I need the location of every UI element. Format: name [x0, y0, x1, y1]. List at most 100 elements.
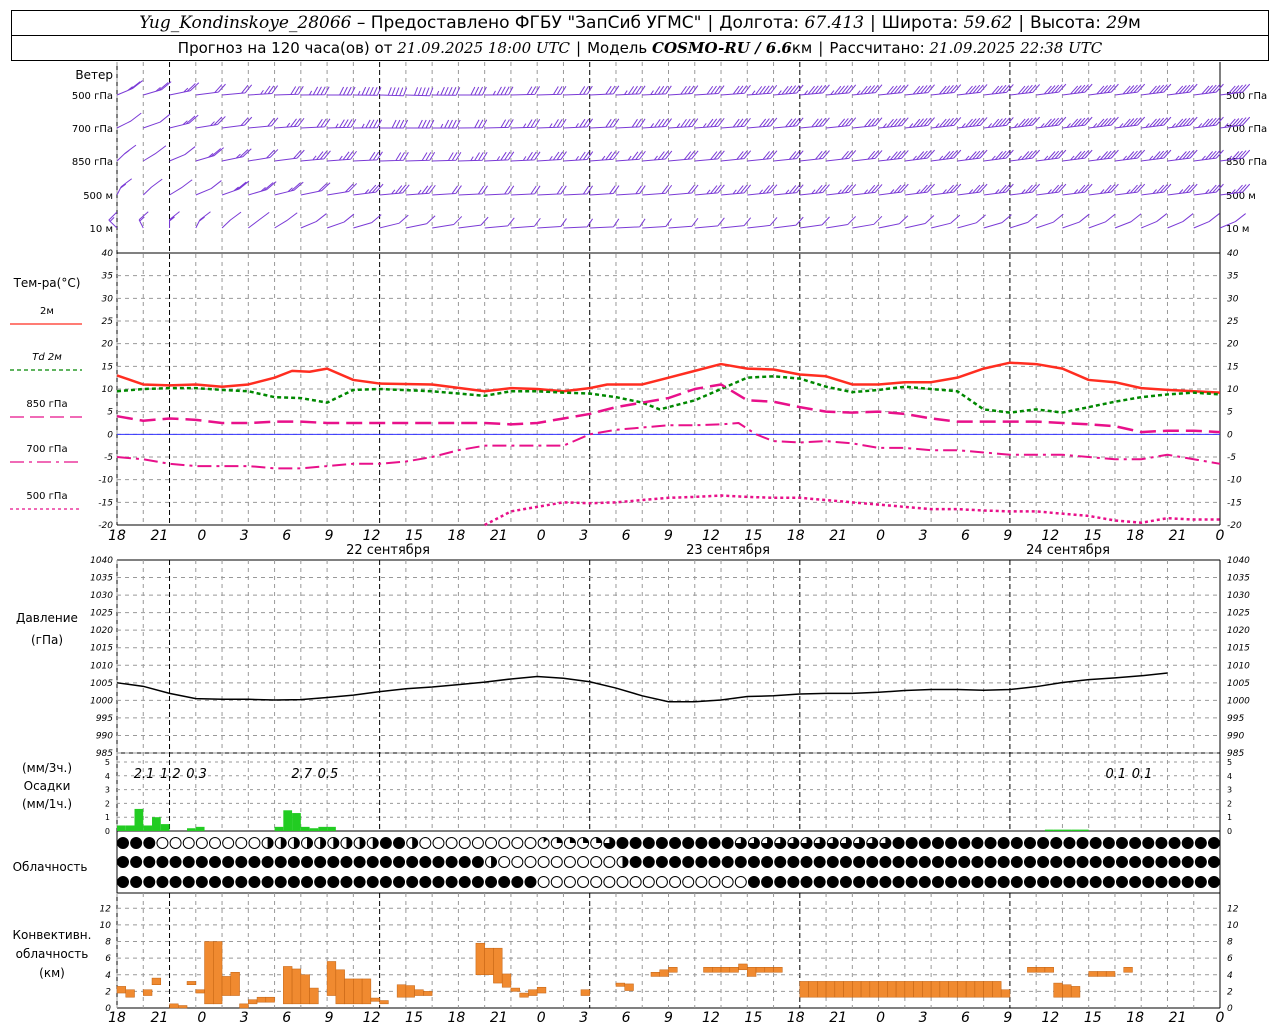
convective-bar: [519, 992, 529, 998]
wind-barb: [221, 211, 242, 229]
precip-bar: [274, 826, 284, 831]
precip-bar: [187, 828, 196, 831]
x-tick-label-bottom: 0: [537, 1010, 546, 1024]
pressure-title: Давление: [16, 611, 78, 625]
cloud-symbol: [1050, 856, 1063, 868]
precip-bar: [327, 826, 336, 831]
wind-barb: [1062, 116, 1093, 129]
cloud-fill: [945, 876, 957, 888]
wind-barb: [931, 84, 962, 96]
convective-bar: [1088, 971, 1098, 977]
conv-ytick-right: 10: [1227, 921, 1239, 931]
convective-bar: [501, 973, 512, 988]
wind-barb: [589, 218, 620, 229]
cloud-symbol: [747, 856, 760, 868]
wind-barb: [353, 183, 384, 196]
x-tick-label-bottom: 6: [622, 1010, 631, 1024]
cloud-fill: [906, 837, 918, 849]
wind-barb: [1088, 83, 1119, 96]
cloud-symbol: [892, 876, 905, 888]
cloud-fill: [945, 856, 957, 868]
wind-barb: [248, 117, 279, 129]
cloud-circle: [248, 837, 261, 849]
pressure-panel: 1040 1040 1035 1035 1030 1030 1025 1025 1020 1020…: [16, 556, 1250, 759]
cloud-symbol: [1155, 876, 1168, 888]
wind-barb: [405, 215, 436, 229]
wind-barb: [1088, 149, 1119, 162]
wind-barb: [563, 151, 594, 162]
cloudiness-panel: Облачность: [13, 837, 1220, 888]
wind-barb: [799, 184, 830, 196]
wind-barb: [852, 84, 883, 96]
convective-bar: [860, 981, 871, 998]
temp-ytick-left: -5: [104, 453, 113, 463]
cloud-fill: [143, 856, 155, 868]
wind-barb: [142, 178, 163, 196]
wind-barb: [1114, 116, 1146, 129]
wind-barb: [116, 144, 137, 162]
cloud-fill: [327, 856, 339, 868]
x-tick-label-top: 0: [876, 528, 885, 544]
header-line-1: Yug_Kondinskoye_28066 – Предоставлено ФГ…: [11, 10, 1269, 36]
cloud-symbol: [406, 837, 419, 849]
wind-barb: [1167, 149, 1198, 162]
temp-ytick-right: 30: [1227, 294, 1239, 304]
pressure-ytick-right: 985: [1227, 749, 1244, 759]
wind-barb: [1219, 213, 1246, 229]
wind-barb: [458, 119, 488, 129]
pressure-ytick-right: 990: [1227, 731, 1244, 741]
cloud-circle: [563, 876, 576, 888]
wind-barb: [1167, 183, 1198, 196]
cloud-symbol: [485, 876, 498, 888]
convective-bar: [957, 981, 967, 998]
cloud-fill: [359, 837, 366, 849]
precip-bar: [117, 825, 126, 831]
wind-level-label-left: 10 м: [90, 224, 113, 235]
convective-bar: [773, 967, 783, 973]
wind-barb: [195, 83, 226, 96]
temp-ytick-left: 0: [107, 430, 113, 440]
cloud-fill: [314, 856, 326, 868]
cloud-symbol: [931, 837, 944, 849]
convective-bar: [335, 969, 345, 1005]
cloud-symbol: [1142, 837, 1155, 849]
wind-barb: [327, 183, 358, 196]
precip-3h-label: 0.5: [318, 767, 339, 782]
wind-barb: [432, 119, 461, 129]
cloud-symbol: [945, 837, 958, 849]
temp-series-line: [484, 494, 1220, 527]
x-tick-label-bottom: 12: [1041, 1010, 1059, 1024]
cloud-fill: [372, 837, 379, 849]
cloud-fill: [459, 876, 471, 888]
temperature-panel: 40 40 35 35 30 30 25 25 20 20 15 15 10 10 5 5 0 0 -5 -5 -10 -…: [10, 249, 1242, 531]
cloud-symbol: [708, 837, 721, 849]
cloud-symbol: [353, 876, 366, 888]
wind-barb: [248, 181, 277, 196]
pressure-ytick-left: 990: [96, 731, 113, 741]
pressure-unit: (гПа): [31, 633, 63, 647]
pressure-ytick-right: 1000: [1227, 696, 1250, 706]
cloud-fill: [1169, 856, 1181, 868]
x-tick-label-top: 3: [919, 528, 928, 544]
precip-bar: [292, 813, 301, 831]
cloud-symbol: [471, 856, 484, 868]
cloud-symbol: [471, 876, 484, 888]
cloud-symbol: [406, 876, 419, 888]
wind-barb: [379, 214, 409, 229]
conv-ytick-left: 8: [105, 938, 111, 948]
cloud-fill: [209, 856, 221, 868]
cloud-symbol: [1142, 876, 1155, 888]
convective-bar: [799, 981, 809, 998]
x-tick-label-bottom: 3: [919, 1010, 928, 1024]
wind-barb: [195, 211, 211, 229]
x-tick-label-bottom: 3: [579, 1010, 588, 1024]
cloud-symbol: [563, 876, 576, 888]
wind-barb: [852, 117, 883, 129]
cloud-symbol: [708, 856, 721, 868]
cloud-symbol: [195, 837, 208, 849]
convective-bar: [510, 987, 520, 992]
precip-bar: [1062, 829, 1072, 831]
wind-barb: [1088, 183, 1119, 196]
wind-barb: [1193, 213, 1220, 229]
cloud-fill: [524, 876, 536, 888]
